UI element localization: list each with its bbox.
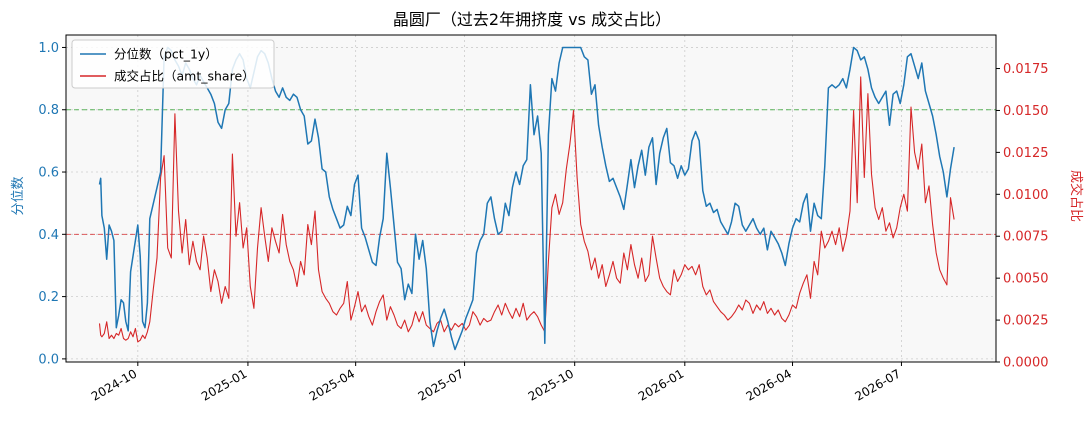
y-right-tick-label: 0.0100 xyxy=(1003,188,1049,203)
y-right-tick-label: 0.0025 xyxy=(1003,314,1049,329)
y-right-tick-label: 0.0050 xyxy=(1003,272,1049,287)
y-right-tick-label: 0.0150 xyxy=(1003,104,1049,119)
legend-label: 分位数（pct_1y） xyxy=(114,47,218,62)
y-right-tick-label: 0.0000 xyxy=(1003,356,1049,371)
legend-box xyxy=(71,39,275,89)
legend-label: 成交占比（amt_share） xyxy=(114,69,255,84)
y-right-tick-label: 0.0075 xyxy=(1003,230,1049,245)
y-left-tick-label: 0.2 xyxy=(38,290,59,305)
y-axis-left-label: 分位数 xyxy=(11,176,26,215)
y-left-tick-label: 0.8 xyxy=(38,103,59,118)
y-right-tick-label: 0.0125 xyxy=(1003,146,1049,161)
y-axis-left: 0.0 0.2 0.4 0.6 0.8 1.0 xyxy=(38,41,66,367)
y-right-tick-label: 0.0175 xyxy=(1003,62,1049,77)
plot-frame xyxy=(65,34,997,363)
y-left-tick-label: 1.0 xyxy=(38,41,59,56)
y-left-tick-label: 0.0 xyxy=(38,352,59,367)
series-layer xyxy=(98,46,955,351)
y-axis-right-label: 成交占比 xyxy=(1068,170,1084,222)
y-left-tick-label: 0.4 xyxy=(38,228,59,243)
legend: 分位数（pct_1y） 成交占比（amt_share） xyxy=(71,39,275,89)
y-axis-right: 0.0000 0.0025 0.0050 0.0075 0.0100 0.0125 0.01… xyxy=(996,62,1049,371)
chart-title: 晶圆厂（过去2年拥挤度 vs 成交占比） xyxy=(393,10,671,29)
series-line-pct-1y xyxy=(98,46,955,351)
y-left-tick-label: 0.6 xyxy=(38,166,59,181)
series-line-amt-share xyxy=(98,76,955,343)
reference-lines xyxy=(66,109,996,235)
